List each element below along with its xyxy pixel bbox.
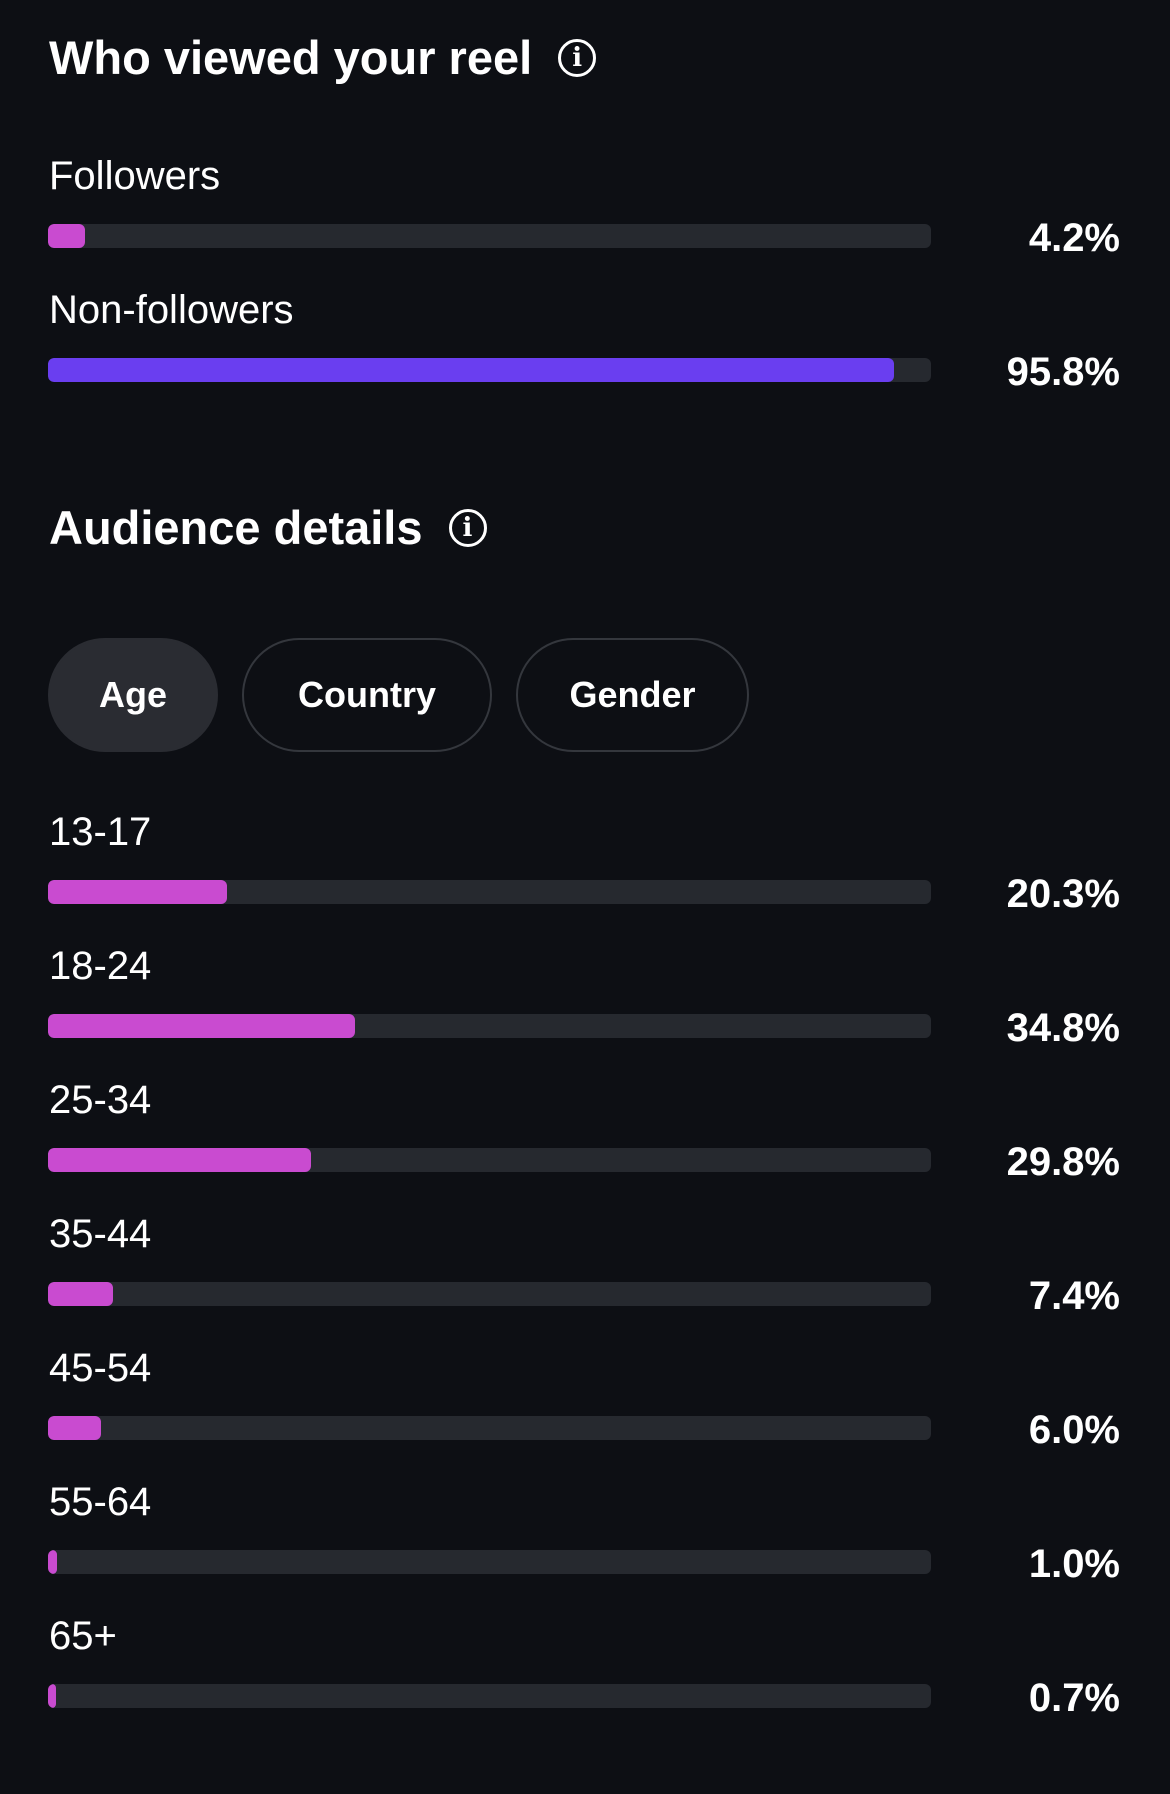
viewer-row-label: Non-followers <box>49 288 294 332</box>
info-icon-glyph: i <box>462 512 473 543</box>
viewer-row-non-followers: Non-followers 95.8% <box>48 286 1120 396</box>
tab-age[interactable]: Age <box>48 638 218 752</box>
age-row-value: 6.0% <box>1028 1408 1120 1452</box>
age-row-18-24: 18-24 34.8% <box>48 942 1120 1052</box>
age-row-65-plus: 65+ 0.7% <box>48 1612 1120 1722</box>
age-row-value: 7.4% <box>1028 1274 1120 1318</box>
info-icon[interactable]: i <box>448 508 487 547</box>
age-row-35-44: 35-44 7.4% <box>48 1210 1120 1320</box>
age-row-value: 20.3% <box>1006 872 1120 916</box>
viewer-bar-fill <box>48 358 894 382</box>
tab-gender[interactable]: Gender <box>516 638 749 752</box>
age-row-45-54: 45-54 6.0% <box>48 1344 1120 1454</box>
viewer-row-label: Followers <box>49 154 221 198</box>
age-bar-track <box>48 880 931 904</box>
age-bar-track <box>48 1148 931 1172</box>
age-row-55-64: 55-64 1.0% <box>48 1478 1120 1588</box>
age-row-label: 65+ <box>49 1614 117 1658</box>
viewer-bar-fill <box>48 224 85 248</box>
audience-section-title: Audience details i <box>49 500 487 555</box>
age-bar-fill <box>48 1282 113 1306</box>
age-bar-track <box>48 1416 931 1440</box>
viewer-row-value: 95.8% <box>1006 350 1120 394</box>
viewer-bar-track <box>48 358 931 382</box>
age-row-25-34: 25-34 29.8% <box>48 1076 1120 1186</box>
age-row-value: 34.8% <box>1006 1006 1120 1050</box>
age-bar-track <box>48 1282 931 1306</box>
viewers-title-text: Who viewed your reel <box>49 31 533 84</box>
viewer-row-followers: Followers 4.2% <box>48 152 1120 262</box>
age-bar-fill <box>48 880 227 904</box>
age-bar-track <box>48 1684 931 1708</box>
age-row-label: 45-54 <box>49 1346 152 1390</box>
age-bar-track <box>48 1014 931 1038</box>
age-row-value: 1.0% <box>1028 1542 1120 1586</box>
age-bar-fill <box>48 1014 355 1038</box>
age-row-label: 25-34 <box>49 1078 152 1122</box>
age-row-13-17: 13-17 20.3% <box>48 808 1120 918</box>
age-bar-fill <box>48 1550 57 1574</box>
age-row-value: 0.7% <box>1028 1676 1120 1720</box>
tab-country[interactable]: Country <box>242 638 492 752</box>
age-row-label: 55-64 <box>49 1480 152 1524</box>
age-row-label: 18-24 <box>49 944 152 988</box>
viewer-bar-track <box>48 224 931 248</box>
audience-filter-tabs: Age Country Gender <box>48 638 749 752</box>
info-icon-glyph: i <box>572 42 583 73</box>
age-row-label: 35-44 <box>49 1212 152 1256</box>
viewers-section-title: Who viewed your reel i <box>49 30 597 85</box>
age-bar-fill <box>48 1416 101 1440</box>
age-row-label: 13-17 <box>49 810 152 854</box>
audience-title-text: Audience details <box>49 501 423 554</box>
age-bar-track <box>48 1550 931 1574</box>
info-icon[interactable]: i <box>558 38 597 77</box>
age-row-value: 29.8% <box>1006 1140 1120 1184</box>
viewer-row-value: 4.2% <box>1028 216 1120 260</box>
age-bar-fill <box>48 1148 311 1172</box>
age-bar-fill <box>48 1684 56 1708</box>
